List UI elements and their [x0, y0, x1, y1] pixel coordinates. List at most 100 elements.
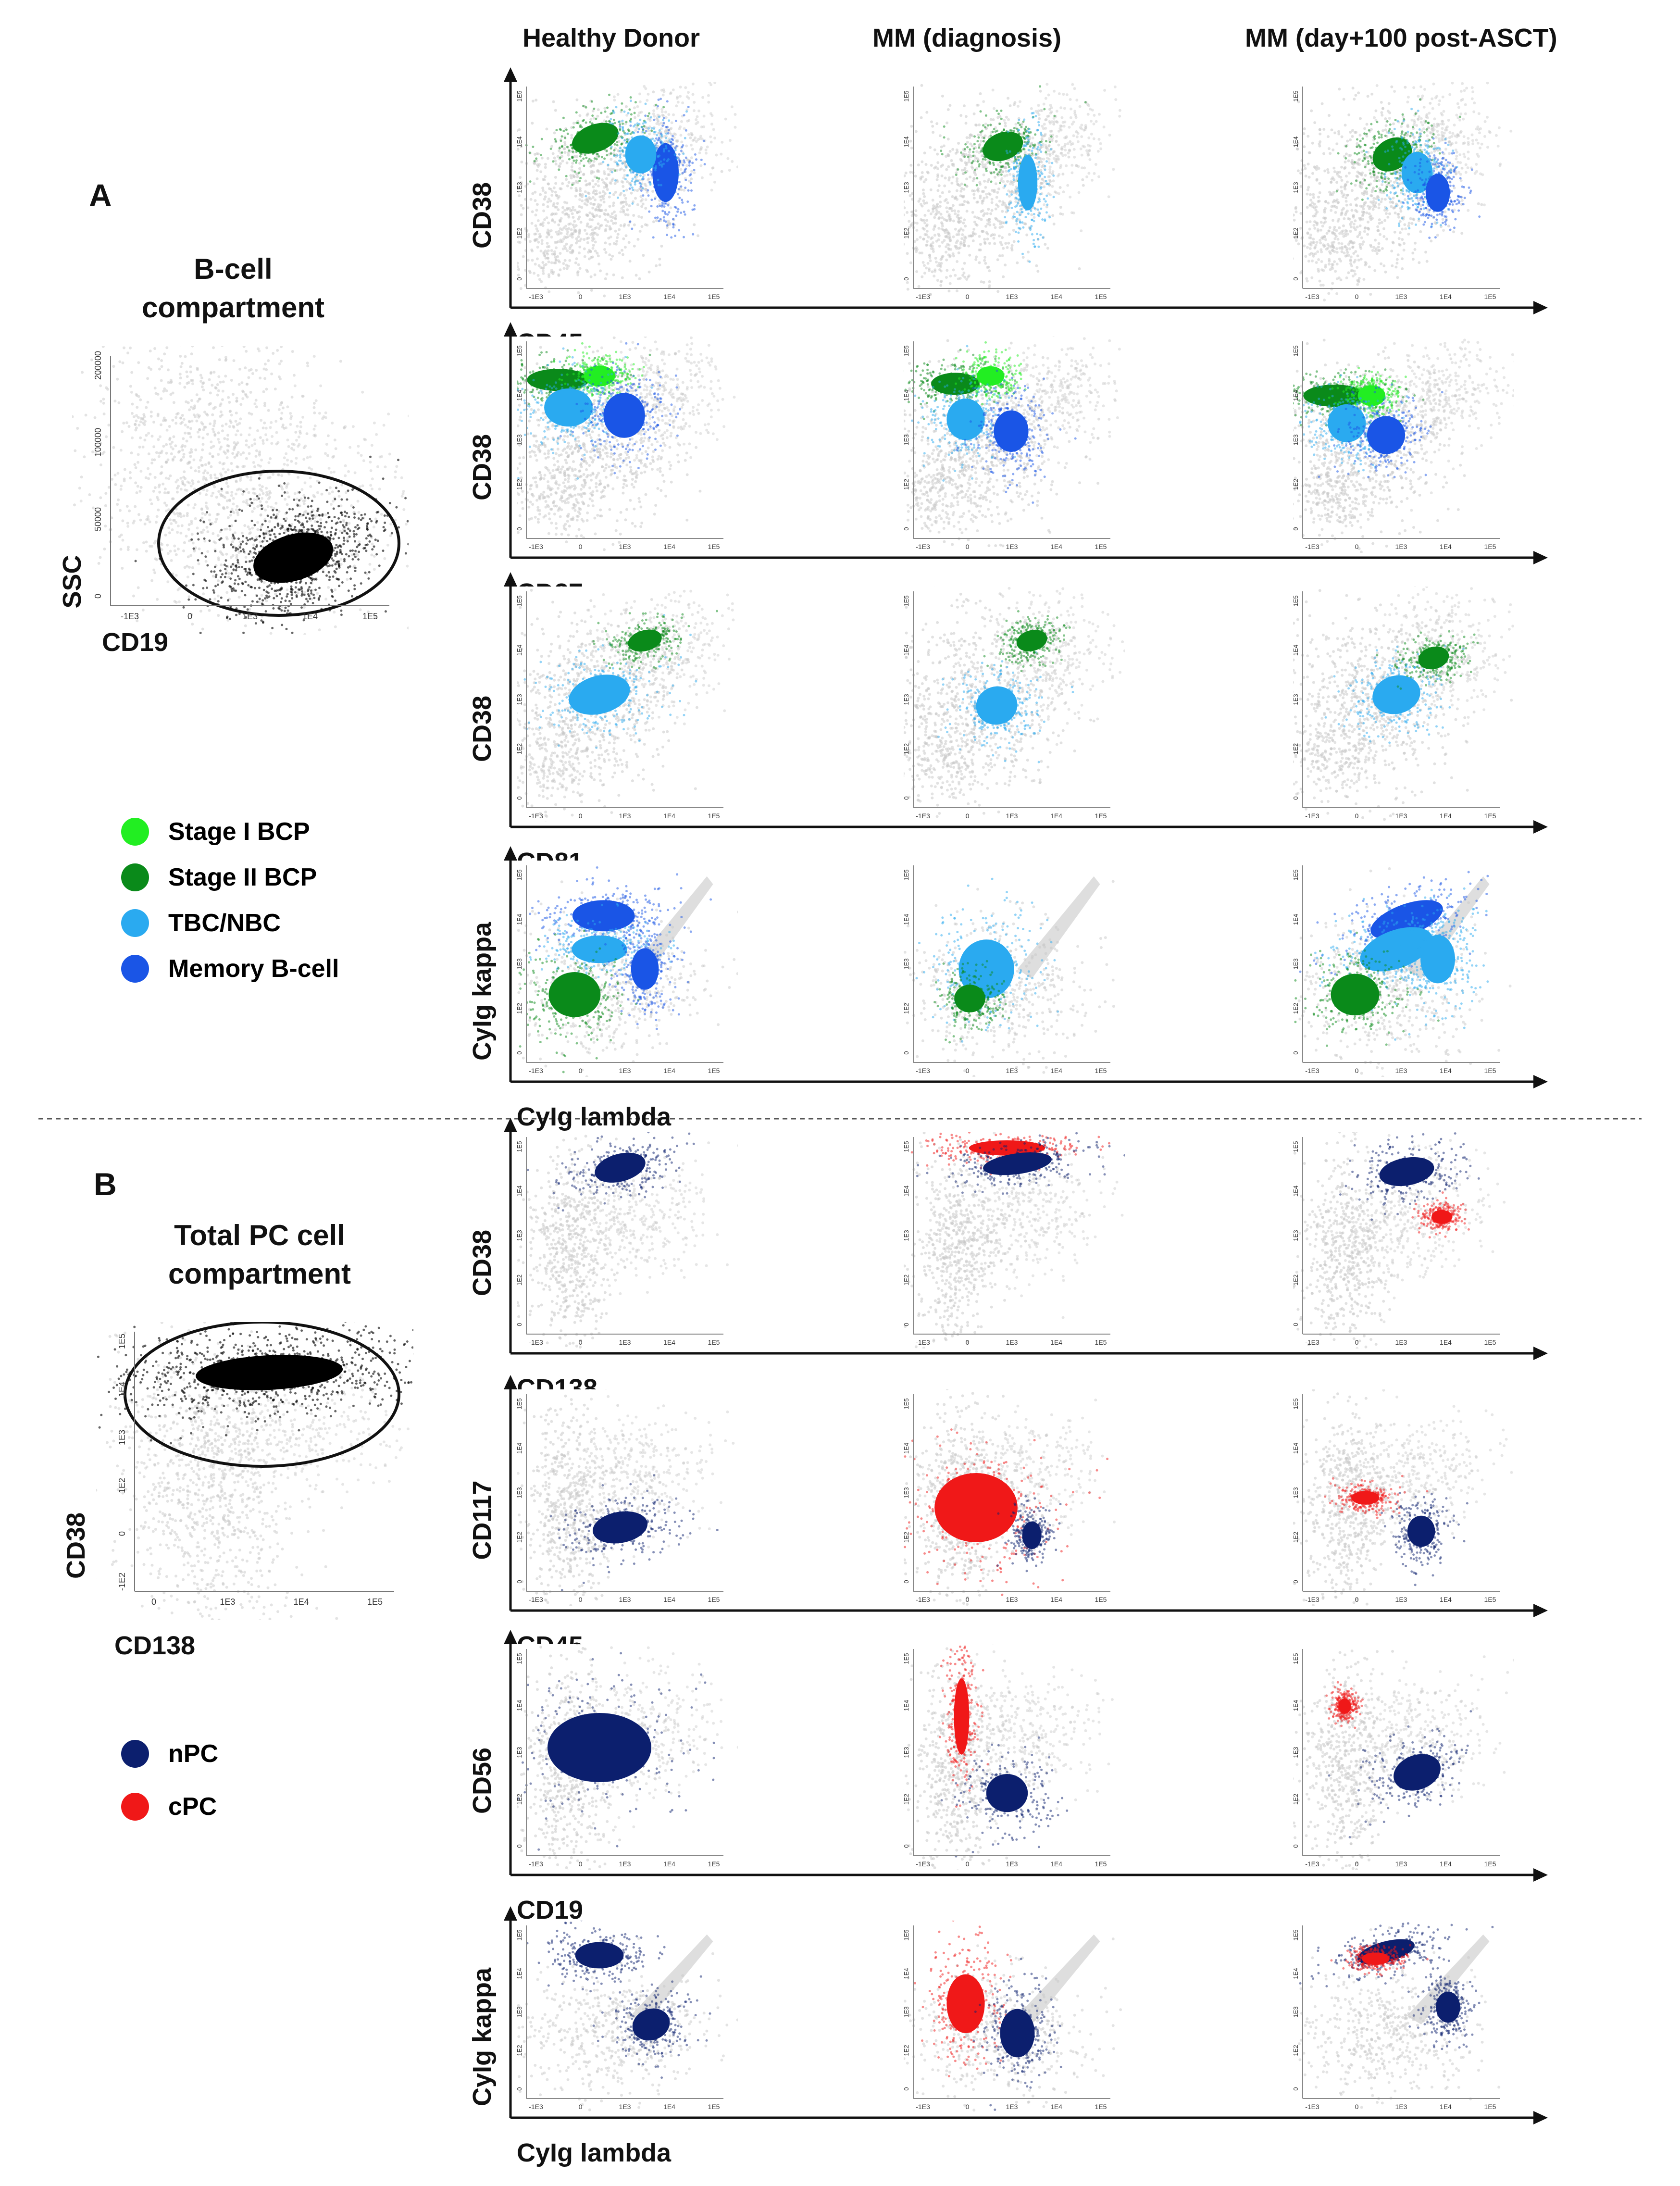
mini-y-tick: 1E3: [904, 694, 910, 705]
legend-a-label: Stage II BCP: [168, 863, 317, 892]
population-cloud: [517, 1395, 735, 1563]
mini-x-tick: 0: [579, 1596, 583, 1603]
mini-x-tick: 1E3: [1395, 1596, 1407, 1603]
mini-y-tick: 1E5: [904, 869, 910, 880]
mini-y-tick: 1E3: [517, 958, 523, 969]
population-core: [946, 1974, 985, 2033]
diagonal-streak: [1017, 1934, 1100, 2024]
population-core: [592, 1511, 648, 1544]
mini-x-tick: 1E4: [1050, 293, 1062, 300]
mini-x-tick: 1E3: [1395, 812, 1407, 820]
mini-y-tick: 1E5: [1293, 1141, 1299, 1152]
gate-y-tick: 200000: [93, 351, 103, 380]
mini-y-tick: 1E3: [1293, 434, 1299, 445]
dot-plot-2-2: -1E3 0 1E3 1E4 1E5 1E5 1E4 1E3 1E2 0: [904, 337, 1125, 553]
panel-b-title-line2: compartment: [144, 1255, 375, 1293]
mini-y-tick: 1E2: [1293, 227, 1299, 238]
dot-plot-8-1: -1E3 0 1E3 1E4 1E5 1E5 1E4 1E3 1E2 0: [517, 1921, 738, 2113]
mini-x-tick: 0: [966, 543, 970, 550]
mini-y-tick: 1E2: [517, 1274, 523, 1286]
population-core: [1394, 1754, 1441, 1791]
mini-x-tick: 1E3: [619, 543, 631, 550]
mini-y-tick: 1E4: [1293, 1700, 1299, 1711]
legend-a-swatch: [121, 955, 149, 983]
mini-y-tick: 1E4: [904, 390, 910, 401]
gate-x-tick: 0: [187, 612, 192, 621]
mini-x-tick: -1E3: [916, 1067, 930, 1074]
legend-b-label: nPC: [168, 1739, 218, 1768]
legend-a-label: Memory B-cell: [168, 954, 339, 983]
population-core: [569, 675, 630, 715]
population-cloud: [96, 1322, 377, 1620]
dot-plot-1-1: -1E3 0 1E3 1E4 1E5 1E5 1E4 1E3 1E2 0: [517, 82, 738, 303]
mini-y-tick: 0: [517, 2087, 523, 2090]
mini-y-tick: 1E5: [517, 1398, 523, 1409]
population-core: [652, 143, 679, 202]
population-core: [976, 366, 1005, 386]
mini-y-tick: 1E3: [904, 1230, 910, 1241]
population-cloud: [1293, 192, 1406, 302]
population-core: [544, 388, 593, 427]
x-axis-arrow: [1533, 820, 1548, 834]
mini-y-tick: 1E2: [517, 1794, 523, 1805]
mini-x-tick: 1E5: [1095, 1596, 1107, 1603]
row-axes-5: [504, 1118, 1548, 1360]
mini-y-tick: 1E3: [1293, 694, 1299, 705]
population-core: [1016, 630, 1047, 651]
mini-x-tick: 1E4: [1050, 1596, 1062, 1603]
mini-x-tick: 0: [1355, 1338, 1359, 1346]
mini-x-tick: -1E3: [1305, 1338, 1319, 1346]
legend-b-swatch: [121, 1793, 149, 1821]
population-core: [632, 2008, 670, 2041]
mini-x-tick: 1E4: [1440, 293, 1452, 300]
mini-x-tick: -1E3: [1305, 1860, 1319, 1868]
mini-y-tick: 1E2: [517, 743, 523, 754]
mini-x-tick: 1E4: [1440, 1596, 1452, 1603]
mini-y-tick: 1E5: [517, 869, 523, 880]
mini-y-tick: 1E3: [904, 1747, 910, 1758]
mini-x-tick: 0: [1355, 1596, 1359, 1603]
gate-y-tick: 1E3: [117, 1430, 127, 1445]
mini-x-tick: 0: [1355, 1860, 1359, 1868]
mini-x-tick: 1E5: [708, 1596, 720, 1603]
population-core: [253, 532, 333, 583]
mini-y-tick: 0: [904, 1844, 910, 1848]
gate-x-tick: 1E5: [367, 1597, 383, 1607]
legend-a-item: TBC/NBC: [121, 909, 281, 937]
mini-y-tick: 0: [517, 796, 523, 799]
mini-x-tick: 0: [579, 293, 583, 300]
population-cloud: [904, 1644, 1031, 1870]
mini-y-tick: 0: [904, 277, 910, 280]
y-axis-arrow: [504, 67, 517, 82]
mini-x-tick: -1E3: [529, 293, 543, 300]
row-axes-4: [504, 846, 1548, 1088]
population-cloud: [904, 194, 1008, 296]
mini-y-tick: 1E4: [517, 1186, 523, 1197]
mini-y-tick: 1E3: [1293, 1747, 1299, 1758]
population-cloud: [1293, 702, 1376, 815]
gate-x-tick: -1E3: [121, 612, 139, 621]
mini-y-tick: 1E4: [1293, 914, 1299, 925]
row-y-label: CD56: [467, 1748, 497, 1814]
mini-y-tick: 0: [1293, 1323, 1299, 1326]
mini-y-tick: 0: [1293, 1051, 1299, 1054]
y-axis-arrow: [504, 322, 517, 337]
mini-x-tick: 1E3: [1006, 1338, 1018, 1346]
mini-y-tick: 1E4: [517, 390, 523, 401]
population-cloud: [952, 82, 1121, 233]
dot-plot-8-3: -1E3 0 1E3 1E4 1E5 1E5 1E4 1E3 1E2 0: [1293, 1921, 1514, 2113]
mini-y-tick: 1E4: [904, 1700, 910, 1711]
population-core: [1379, 1157, 1434, 1187]
population-core: [986, 1774, 1028, 1812]
mini-x-tick: 1E4: [1440, 543, 1452, 550]
row-x-label: CyIg lambda: [517, 2138, 671, 2168]
dot-plot-7-2: -1E3 0 1E3 1E4 1E5 1E5 1E4 1E3 1E2 0: [904, 1644, 1125, 1870]
plot-bg: [517, 1389, 738, 1606]
mini-x-tick: 0: [579, 812, 583, 820]
panel-b-title: Total PC cell compartment: [144, 1216, 375, 1293]
mini-x-tick: 1E5: [708, 812, 720, 820]
mini-y-tick: 1E2: [1293, 1532, 1299, 1543]
mini-x-tick: 0: [579, 2103, 583, 2111]
mini-x-tick: 1E5: [1095, 2103, 1107, 2111]
row-axes-6: [504, 1375, 1548, 1617]
